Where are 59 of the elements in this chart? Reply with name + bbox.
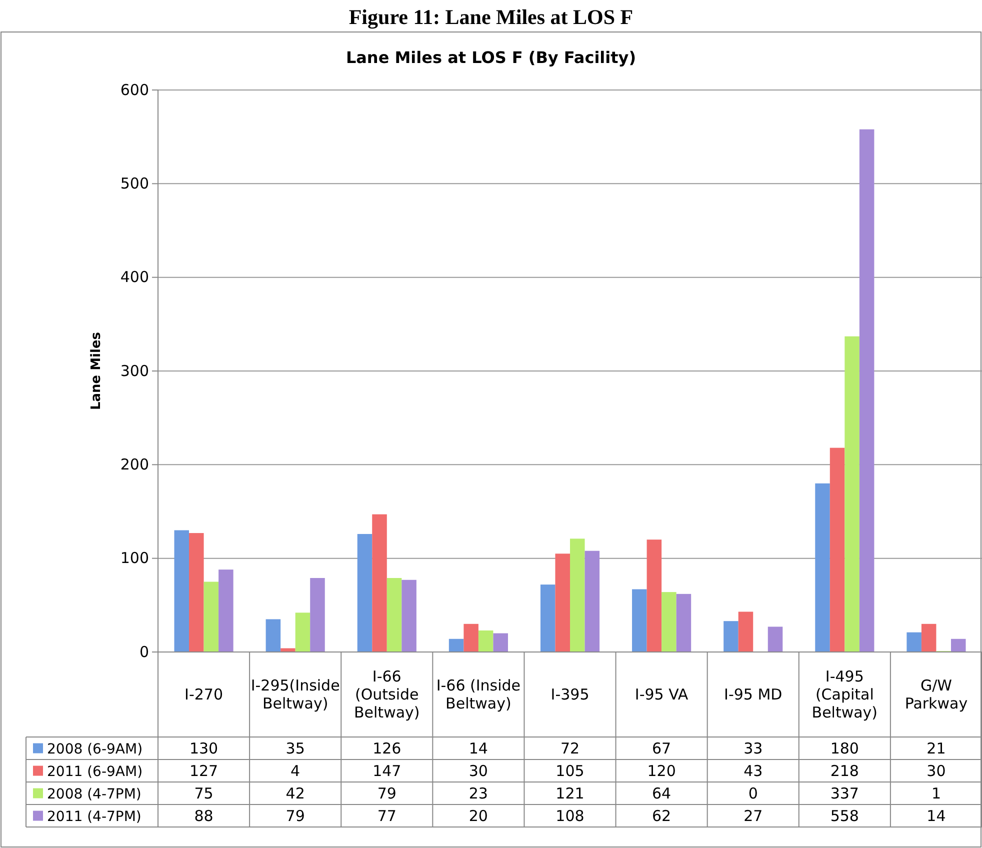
x-tick-label: I-95 VA <box>634 686 689 704</box>
data-label: 14 <box>468 739 488 758</box>
data-label: 105 <box>556 762 584 780</box>
data-label: 43 <box>744 762 763 780</box>
data-label: 0 <box>748 784 758 802</box>
y-tick-label: 500 <box>120 174 149 192</box>
data-label: 79 <box>286 806 305 825</box>
legend-label: 2011 (6-9AM) <box>47 764 143 780</box>
y-tick-label: 100 <box>120 549 149 568</box>
data-label: 126 <box>372 739 402 758</box>
x-tick-label: I-495 (Capital Beltway) <box>812 668 878 722</box>
x-tick-label: I-295(Inside Beltway) <box>250 676 340 712</box>
legend-label: 2008 (4-7PM) <box>47 786 142 802</box>
y-tick-label: 300 <box>120 362 149 380</box>
data-label: 120 <box>647 762 676 780</box>
x-tick-label: G/W Parkway <box>904 676 968 712</box>
data-label: 130 <box>189 739 218 758</box>
y-tick-label: 0 <box>139 642 149 661</box>
data-label: 121 <box>556 784 584 802</box>
data-label: 21 <box>926 739 946 758</box>
data-label: 72 <box>560 739 580 758</box>
data-label: 77 <box>377 806 396 825</box>
data-label: 127 <box>189 762 218 780</box>
data-label: 180 <box>830 739 859 758</box>
y-tick-label: 400 <box>120 268 149 286</box>
data-label: 33 <box>744 739 763 758</box>
y-tick-label: 200 <box>120 455 149 474</box>
data-label: 88 <box>194 806 214 825</box>
data-label: 62 <box>652 806 672 825</box>
data-label: 147 <box>372 762 402 780</box>
data-label: 14 <box>926 806 946 825</box>
x-tick-label: I-95 MD <box>724 686 782 704</box>
data-label: 30 <box>468 762 488 780</box>
x-tick-label: I-66 (Outside Beltway) <box>354 668 420 722</box>
data-label: 79 <box>377 784 396 802</box>
data-label: 20 <box>468 806 488 825</box>
data-label: 23 <box>468 784 488 802</box>
x-tick-label: I-66 (Inside Beltway) <box>436 676 521 712</box>
data-label: 558 <box>830 806 859 825</box>
legend-label: 2008 (6-9AM) <box>47 741 143 758</box>
data-label: 30 <box>926 762 946 780</box>
data-label: 4 <box>290 762 300 780</box>
data-label: 35 <box>286 739 305 758</box>
data-label: 108 <box>556 806 584 825</box>
data-label: 42 <box>286 784 305 802</box>
y-tick-label: 600 <box>120 80 149 99</box>
data-label: 1 <box>931 784 941 802</box>
data-label: 27 <box>744 806 763 825</box>
chart-title: Figure 11: Lane Miles at LOS F <box>348 5 634 29</box>
data-label: 337 <box>830 784 859 802</box>
data-label: 75 <box>194 784 214 802</box>
legend-label: 2011 (4-7PM) <box>47 808 142 825</box>
y-axis-title: Lane Miles <box>89 332 104 410</box>
data-label: 64 <box>652 784 672 802</box>
data-label: 67 <box>652 739 672 758</box>
x-tick-label: I-395 <box>550 686 590 704</box>
chart-subtitle: Lane Miles at LOS F (By Facility) <box>346 48 636 67</box>
data-label: 218 <box>830 762 859 780</box>
x-tick-label: I-270 <box>184 686 224 704</box>
